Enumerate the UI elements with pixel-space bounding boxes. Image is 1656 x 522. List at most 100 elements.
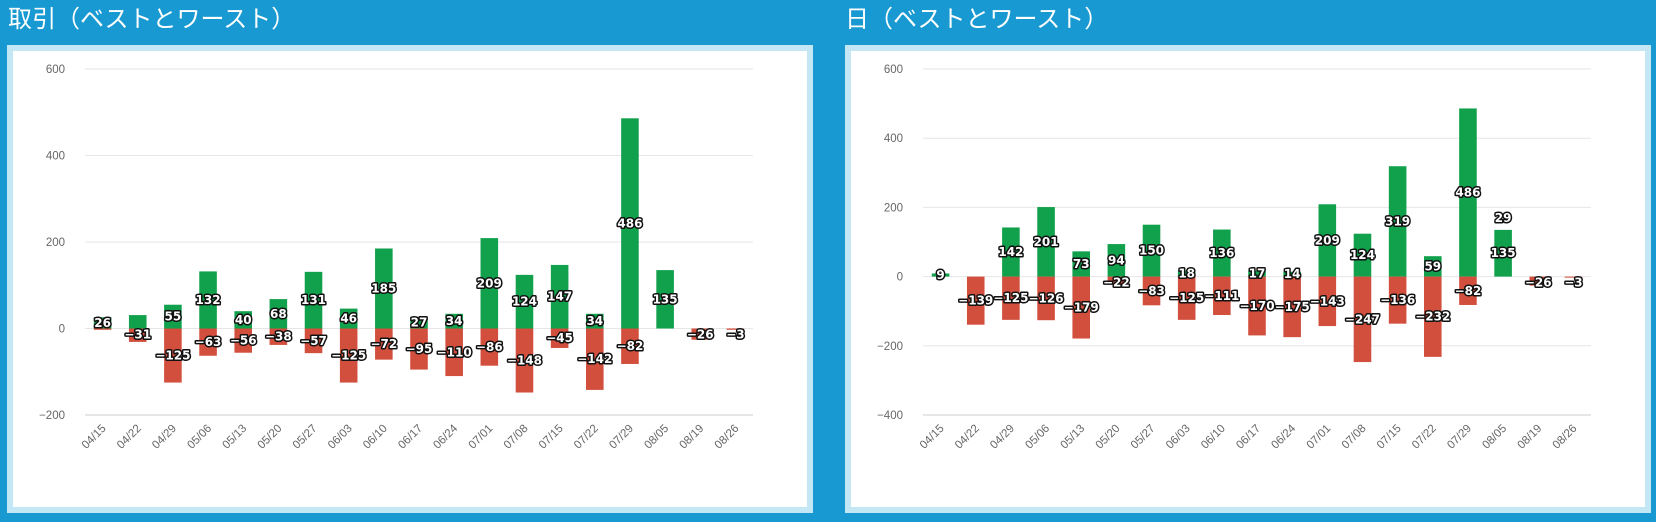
y-tick-label: 400 — [884, 133, 903, 145]
bar-negative — [1177, 276, 1196, 320]
x-tick-label: 08/05 — [642, 423, 671, 452]
x-tick-label: 05/06 — [1023, 423, 1052, 452]
bar-positive — [304, 271, 323, 329]
data-label-positive: 201 — [1034, 235, 1059, 249]
data-label-positive: 27 — [411, 316, 428, 330]
data-label-negative: −45 — [546, 331, 573, 345]
x-tick-label: 04/15 — [918, 423, 947, 452]
y-tick-label: −200 — [877, 341, 903, 353]
data-label-negative: −126 — [1028, 291, 1063, 305]
left-chart-area: −200 0 200 400 600 26 04/15 −31 04/22 55 −125 04/29… — [13, 51, 807, 507]
data-label-negative: −125 — [993, 291, 1028, 305]
data-label-positive: 73 — [1073, 257, 1090, 271]
bar-negative — [1353, 276, 1372, 363]
bar-negative — [1248, 276, 1266, 336]
data-label-negative: −82 — [1455, 284, 1482, 298]
bar-positive — [1494, 229, 1512, 277]
bar-positive — [199, 271, 217, 329]
data-label-negative: −38 — [265, 330, 292, 344]
right-chart-area: −400 −200 0 200 400 600 9 04/15 −139 04/22 142 −125… — [851, 51, 1645, 507]
x-tick-label: 07/01 — [1305, 423, 1334, 452]
bar-negative — [1037, 276, 1055, 321]
x-tick-label: 06/10 — [1199, 423, 1228, 452]
data-label-positive: 34 — [586, 314, 603, 328]
bar-positive — [515, 274, 534, 329]
data-label-negative: −72 — [370, 337, 397, 351]
y-tick-label: 0 — [897, 272, 903, 284]
data-label-positive: 132 — [196, 293, 221, 307]
bar-negative — [234, 328, 252, 353]
y-tick-label: 600 — [46, 64, 65, 76]
bar-positive — [1318, 204, 1337, 277]
data-label-negative: −142 — [577, 352, 612, 366]
bar-positive — [1353, 233, 1372, 277]
data-label-negative: −143 — [1310, 294, 1345, 308]
bar-negative — [550, 328, 569, 348]
x-tick-label: 05/20 — [1094, 423, 1123, 452]
x-tick-label: 05/27 — [291, 423, 320, 452]
data-label-negative: −175 — [1275, 300, 1310, 314]
data-label-positive: 486 — [1455, 186, 1480, 200]
x-tick-label: 06/03 — [326, 423, 355, 452]
bar-negative — [1529, 276, 1548, 286]
bar-negative — [304, 328, 323, 354]
data-label-positive: 131 — [301, 293, 326, 307]
bar-positive — [1142, 224, 1161, 277]
data-label-positive: 18 — [1178, 266, 1195, 280]
data-label-negative: −82 — [617, 339, 644, 353]
x-tick-label: 07/29 — [1445, 423, 1474, 452]
data-label-negative: −3 — [726, 328, 744, 342]
right-panel-title: 日（ベストとワースト） — [845, 5, 1109, 33]
data-label-positive: 136 — [1209, 246, 1234, 260]
x-tick-label: 07/29 — [607, 423, 636, 452]
data-label-negative: −31 — [124, 328, 151, 342]
x-tick-label: 05/20 — [256, 423, 285, 452]
x-tick-label: 04/15 — [80, 423, 109, 452]
bar-negative — [1459, 276, 1477, 305]
data-label-negative: −179 — [1064, 301, 1099, 315]
x-tick-label: 06/17 — [1234, 423, 1263, 452]
bar-positive — [931, 273, 950, 277]
data-label-positive: 94 — [1108, 253, 1125, 267]
data-label-negative: −148 — [507, 354, 542, 368]
x-tick-label: 05/13 — [1058, 423, 1087, 452]
data-label-negative: −111 — [1204, 289, 1239, 303]
data-label-positive: 135 — [1491, 246, 1516, 260]
data-label-positive: 319 — [1385, 214, 1410, 228]
data-label-positive: 40 — [235, 313, 252, 327]
x-tick-label: 04/29 — [988, 423, 1017, 452]
x-tick-label: 04/22 — [953, 423, 982, 452]
data-label-positive: 124 — [512, 295, 537, 309]
bar-positive — [445, 313, 463, 329]
bar-negative — [410, 328, 428, 370]
y-tick-label: 200 — [884, 202, 903, 214]
x-tick-label: 06/24 — [1269, 422, 1298, 451]
data-label-negative: −26 — [1525, 276, 1552, 290]
y-tick-label: −200 — [39, 410, 65, 422]
data-label-positive: 34 — [446, 314, 463, 328]
x-tick-label: 08/19 — [1516, 423, 1545, 452]
bar-negative — [480, 328, 499, 366]
bar-negative — [128, 328, 147, 342]
bar-positive — [656, 270, 674, 329]
bar-negative — [966, 276, 985, 325]
data-label-negative: −136 — [1380, 293, 1415, 307]
bar-negative — [1388, 276, 1407, 324]
data-label-positive: 185 — [371, 281, 396, 295]
bar-positive — [93, 317, 112, 329]
data-label-positive: 26 — [94, 316, 111, 330]
bar-negative — [1107, 276, 1126, 285]
data-label-positive: 17 — [1249, 267, 1266, 281]
bar-positive — [480, 238, 499, 329]
data-label-negative: −63 — [195, 335, 222, 349]
y-tick-label: 600 — [884, 64, 903, 76]
y-tick-label: 400 — [46, 151, 65, 163]
x-tick-label: 08/26 — [1551, 423, 1580, 452]
right-bar-chart: −400 −200 0 200 400 600 9 04/15 −139 04/22 142 −125… — [877, 64, 1591, 452]
bar-positive — [1002, 227, 1020, 277]
bar-positive — [164, 304, 182, 329]
data-label-positive: 209 — [477, 276, 502, 290]
bar-negative — [375, 328, 393, 360]
data-label-negative: −83 — [1138, 284, 1165, 298]
bar-negative — [691, 328, 710, 340]
